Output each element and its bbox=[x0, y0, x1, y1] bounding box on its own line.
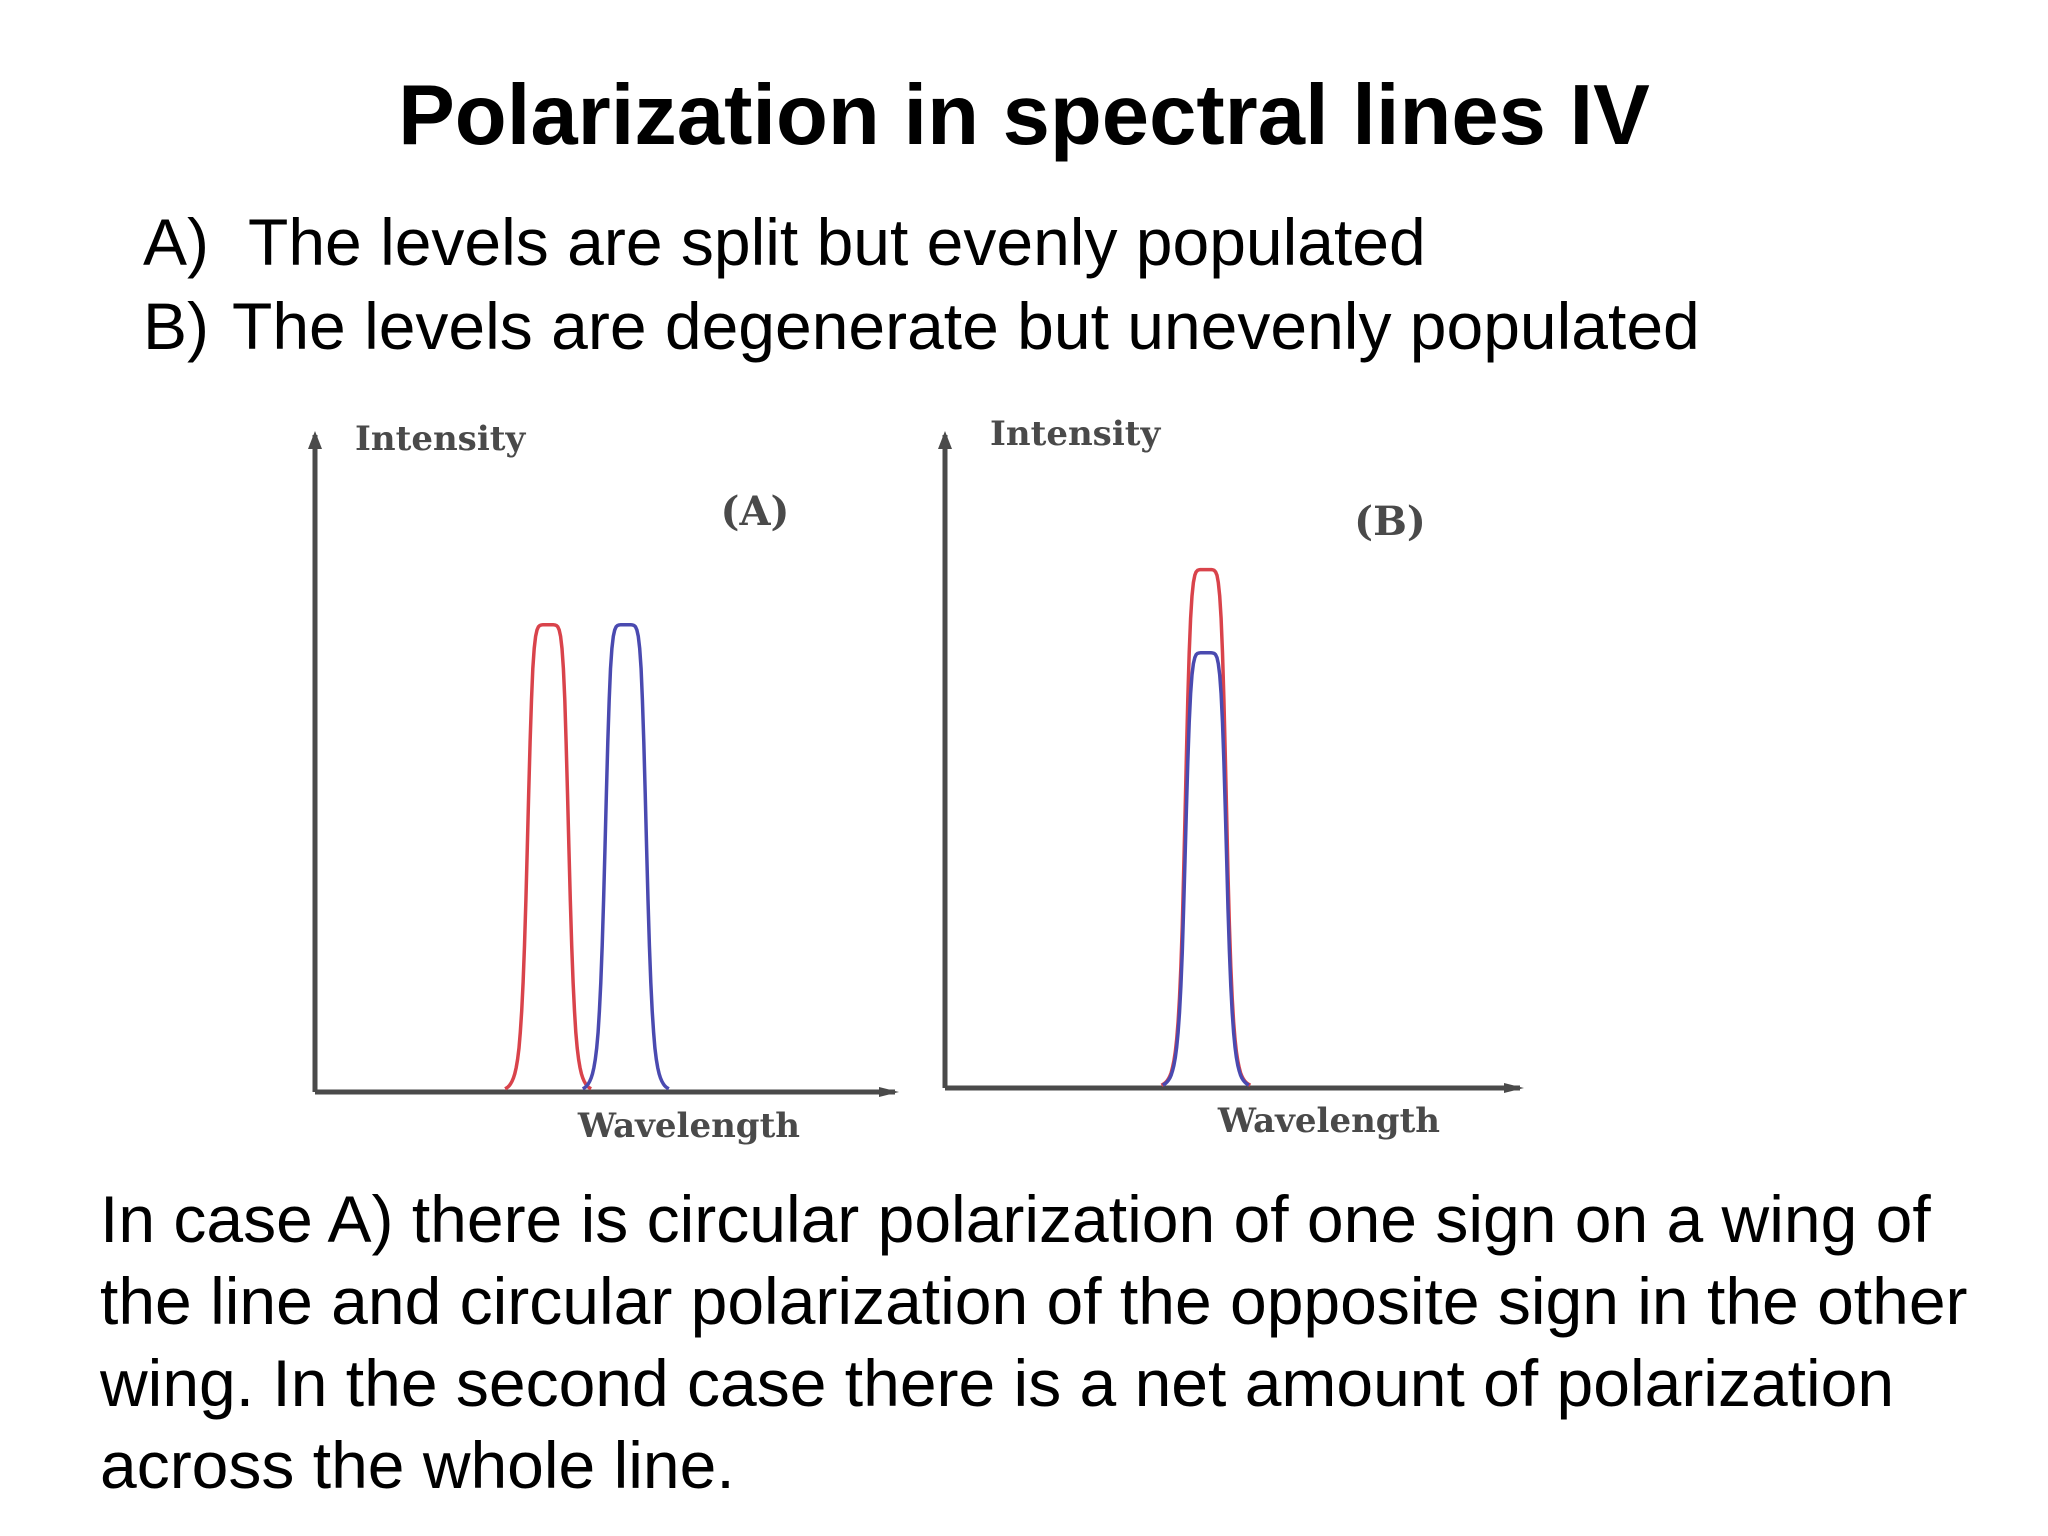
line-profile-a-1 bbox=[504, 623, 592, 1091]
case-item-a: A) The levels are split but evenly popula… bbox=[143, 200, 1700, 284]
case-text-a: The levels are split but evenly populate… bbox=[248, 205, 1426, 279]
y-axis-arrow-b bbox=[938, 431, 952, 449]
panel-label-a: (A) bbox=[721, 488, 790, 535]
line-profile-b-1 bbox=[1160, 567, 1252, 1087]
conclusion-text: In case A) there is circular polarizatio… bbox=[100, 1182, 1968, 1502]
spectral-line-figure: Intensity Wavelength (A) Intensity Wavelengt… bbox=[290, 405, 1545, 1180]
line-profile-a-2 bbox=[581, 623, 670, 1091]
y-axis-arrow-a bbox=[308, 431, 322, 449]
line-profile-b-2 bbox=[1161, 651, 1250, 1087]
spectral-line-plots: Intensity Wavelength (A) Intensity Wavelengt… bbox=[308, 414, 1524, 1146]
case-item-b: B) The levels are degenerate but unevenly… bbox=[143, 284, 1700, 368]
case-list: A) The levels are split but evenly popula… bbox=[143, 200, 1700, 368]
case-marker-b: B) bbox=[143, 289, 209, 363]
case-text-b: The levels are degenerate but unevenly p… bbox=[232, 289, 1700, 363]
y-axis-label-a: Intensity bbox=[355, 419, 526, 459]
case-marker-a: A) bbox=[143, 205, 209, 279]
chart-panel-a: Intensity Wavelength (A) bbox=[308, 419, 899, 1146]
slide-title: Polarization in spectral lines IV bbox=[398, 68, 1650, 163]
x-axis-arrow-a bbox=[879, 1087, 899, 1097]
y-axis-label-b: Intensity bbox=[990, 414, 1161, 454]
chart-panel-b: Intensity Wavelength (B) bbox=[938, 414, 1524, 1141]
x-axis-arrow-b bbox=[1504, 1083, 1524, 1093]
panel-label-b: (B) bbox=[1354, 498, 1426, 545]
x-axis-label-b: Wavelength bbox=[1217, 1101, 1440, 1141]
x-axis-label-a: Wavelength bbox=[577, 1106, 800, 1146]
